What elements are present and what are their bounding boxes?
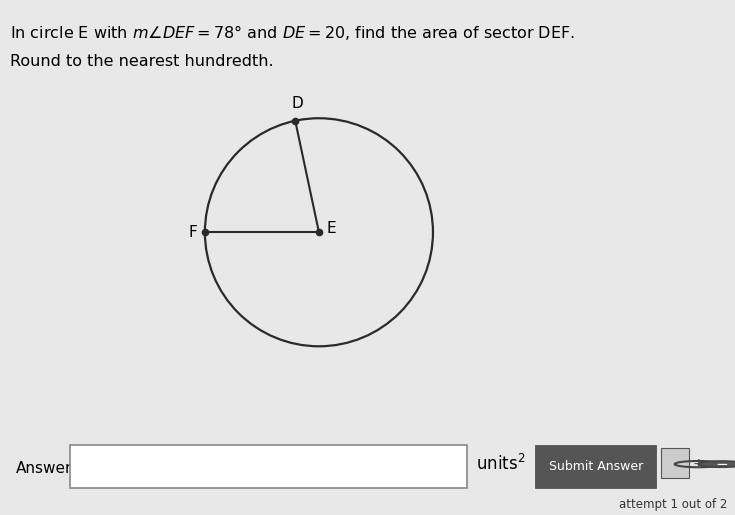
Text: attempt 1 out of 2: attempt 1 out of 2 — [620, 498, 728, 511]
Text: Submit Answer: Submit Answer — [549, 459, 643, 473]
Text: D: D — [292, 96, 304, 111]
FancyBboxPatch shape — [661, 448, 689, 478]
Text: −: − — [715, 457, 728, 472]
Text: +: + — [692, 457, 704, 471]
Text: E: E — [326, 221, 336, 236]
FancyBboxPatch shape — [70, 444, 467, 488]
Text: units$^{2}$: units$^{2}$ — [476, 454, 526, 474]
FancyBboxPatch shape — [535, 444, 656, 488]
Text: F: F — [189, 225, 197, 240]
Circle shape — [698, 461, 735, 467]
Text: Answer:: Answer: — [16, 460, 77, 475]
Text: Round to the nearest hundredth.: Round to the nearest hundredth. — [10, 54, 274, 69]
Text: In circle E with $m\angle DEF = 78°$ and $DE = 20$, find the area of sector DEF.: In circle E with $m\angle DEF = 78°$ and… — [10, 23, 575, 42]
